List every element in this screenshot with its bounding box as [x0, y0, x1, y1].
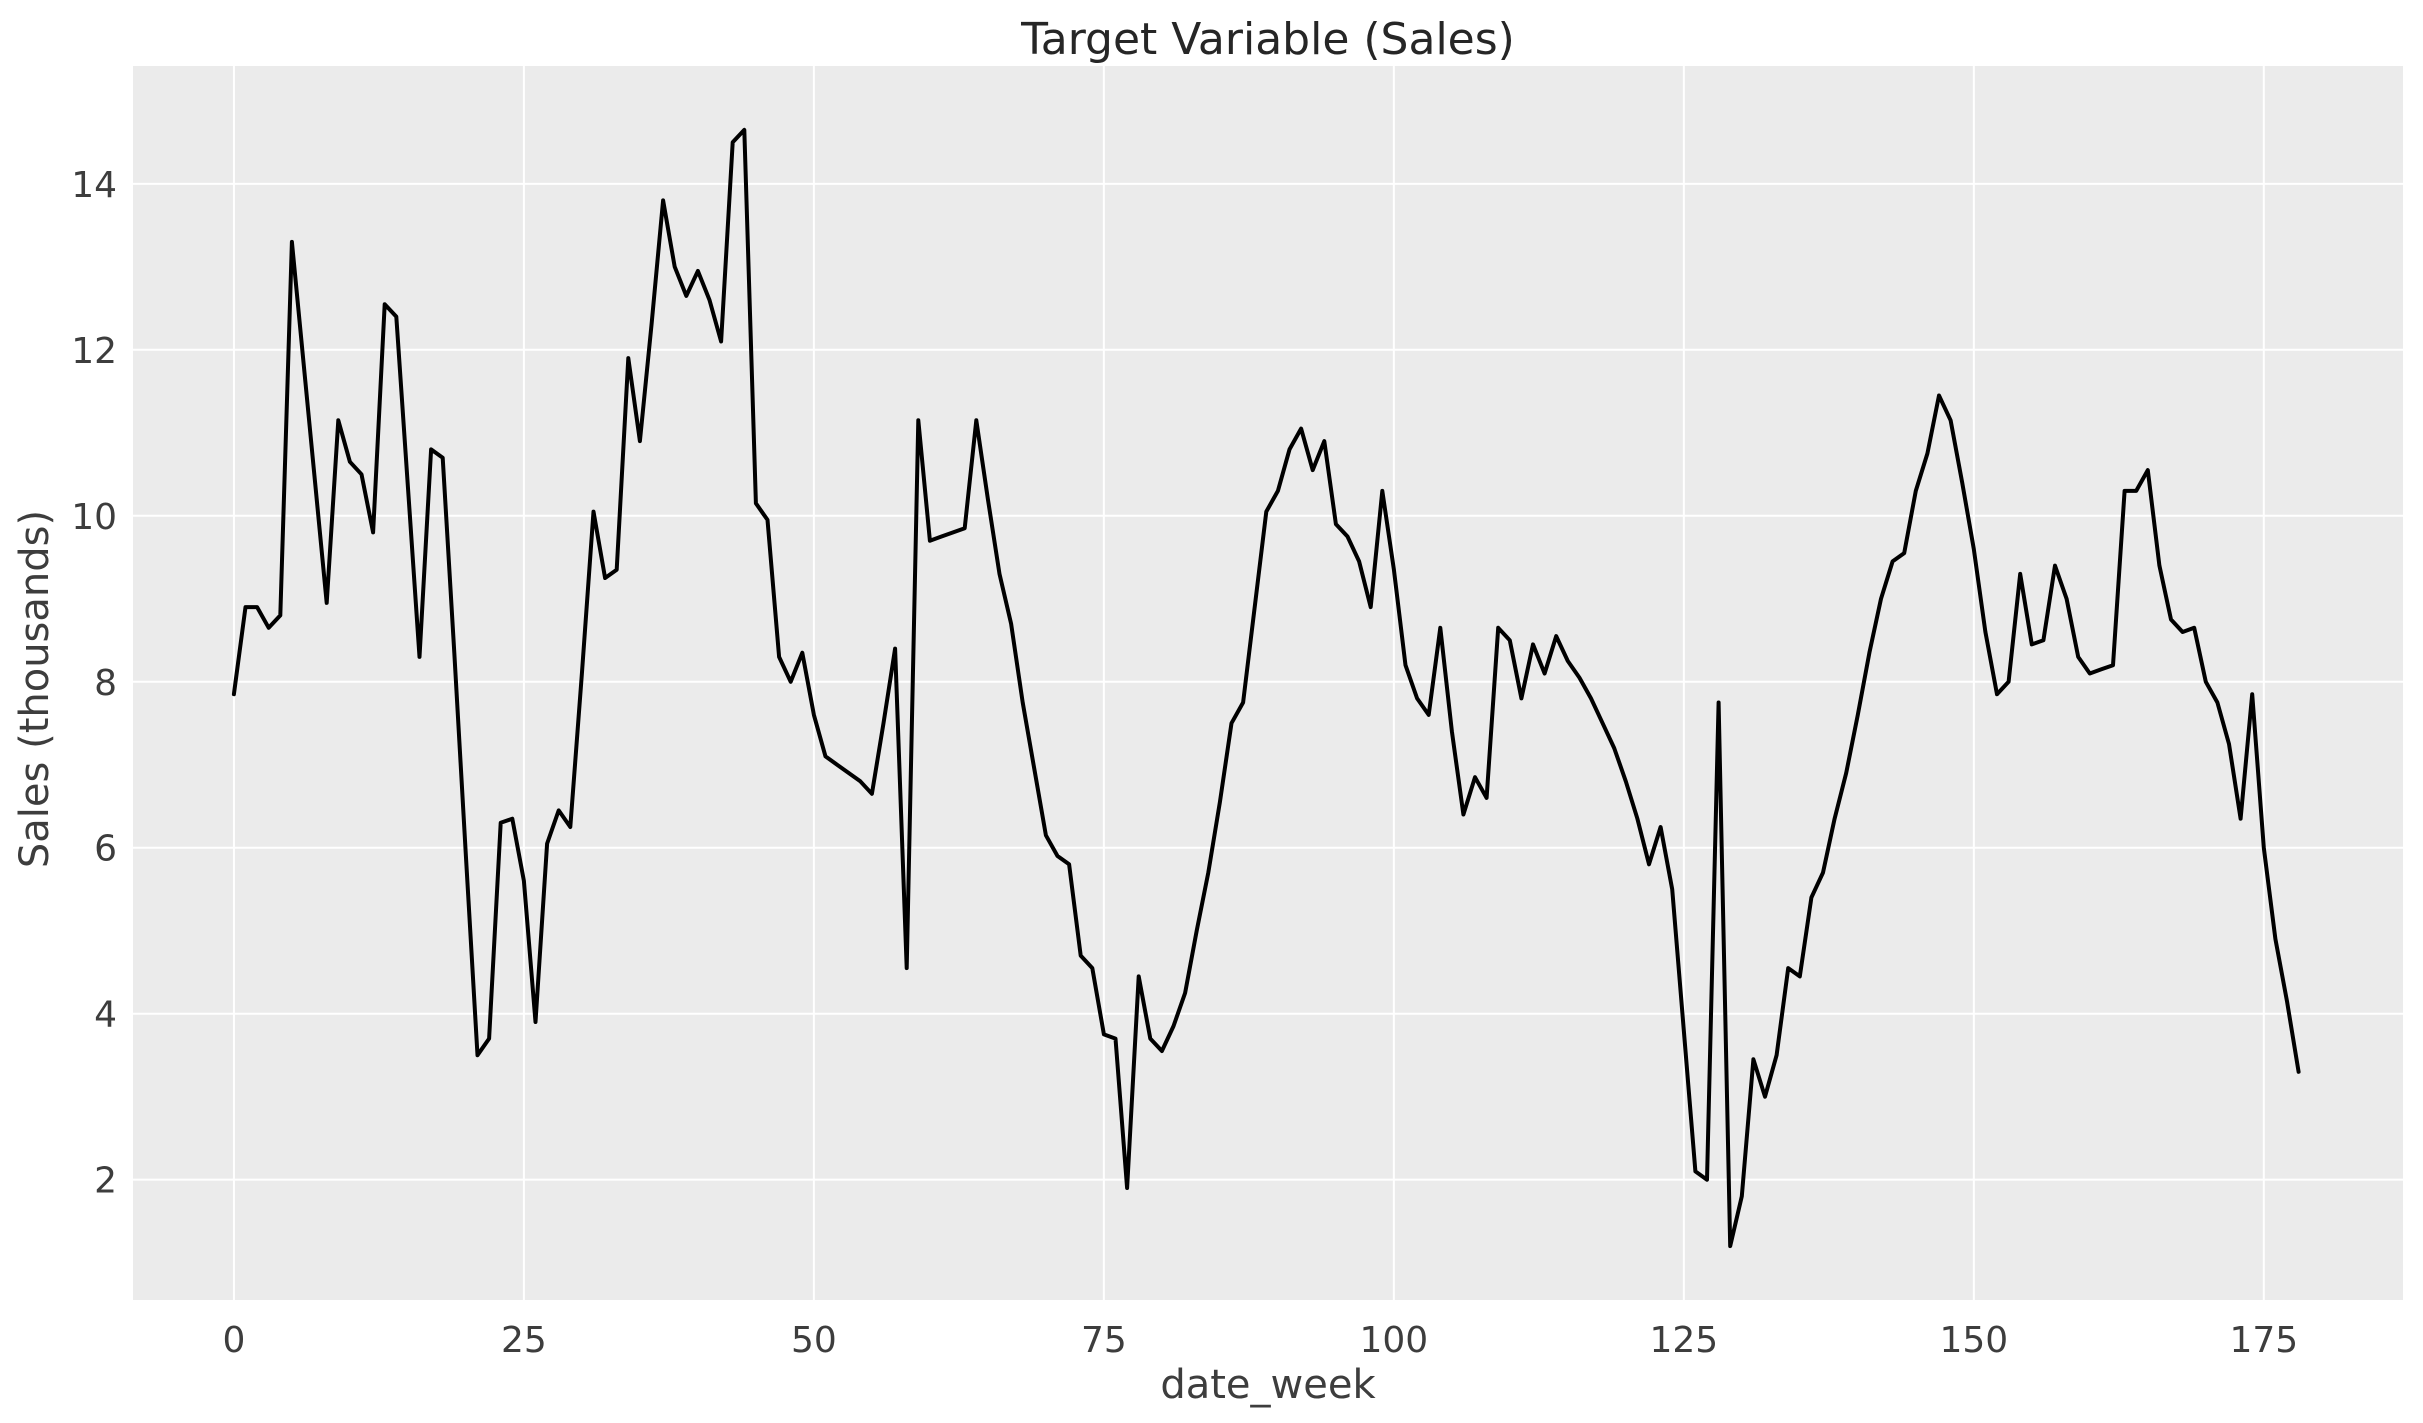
x-tick-label: 175 — [2229, 1320, 2298, 1361]
y-axis-label: Sales (thousands) — [12, 509, 58, 869]
y-tick-label: 14 — [71, 165, 117, 206]
x-tick-label: 25 — [501, 1320, 547, 1361]
x-tick-label: 125 — [1649, 1320, 1718, 1361]
y-tick-label: 10 — [71, 497, 117, 538]
y-tick-label: 8 — [94, 663, 117, 704]
y-tick-label: 12 — [71, 331, 117, 372]
x-tick-label: 50 — [791, 1320, 837, 1361]
y-tick-label: 2 — [94, 1161, 117, 1202]
sales-series-line — [231, 127, 2301, 1249]
plot-area — [133, 66, 2403, 1300]
x-axis-label: date_week — [1160, 1362, 1376, 1408]
x-tick-label: 150 — [1939, 1320, 2008, 1361]
chart-title: Target Variable (Sales) — [1021, 14, 1515, 65]
x-tick-label: 0 — [222, 1320, 245, 1361]
y-tick-label: 6 — [94, 829, 117, 870]
x-tick-label: 75 — [1081, 1320, 1127, 1361]
x-tick-label: 100 — [1359, 1320, 1428, 1361]
y-tick-label: 4 — [94, 995, 117, 1036]
